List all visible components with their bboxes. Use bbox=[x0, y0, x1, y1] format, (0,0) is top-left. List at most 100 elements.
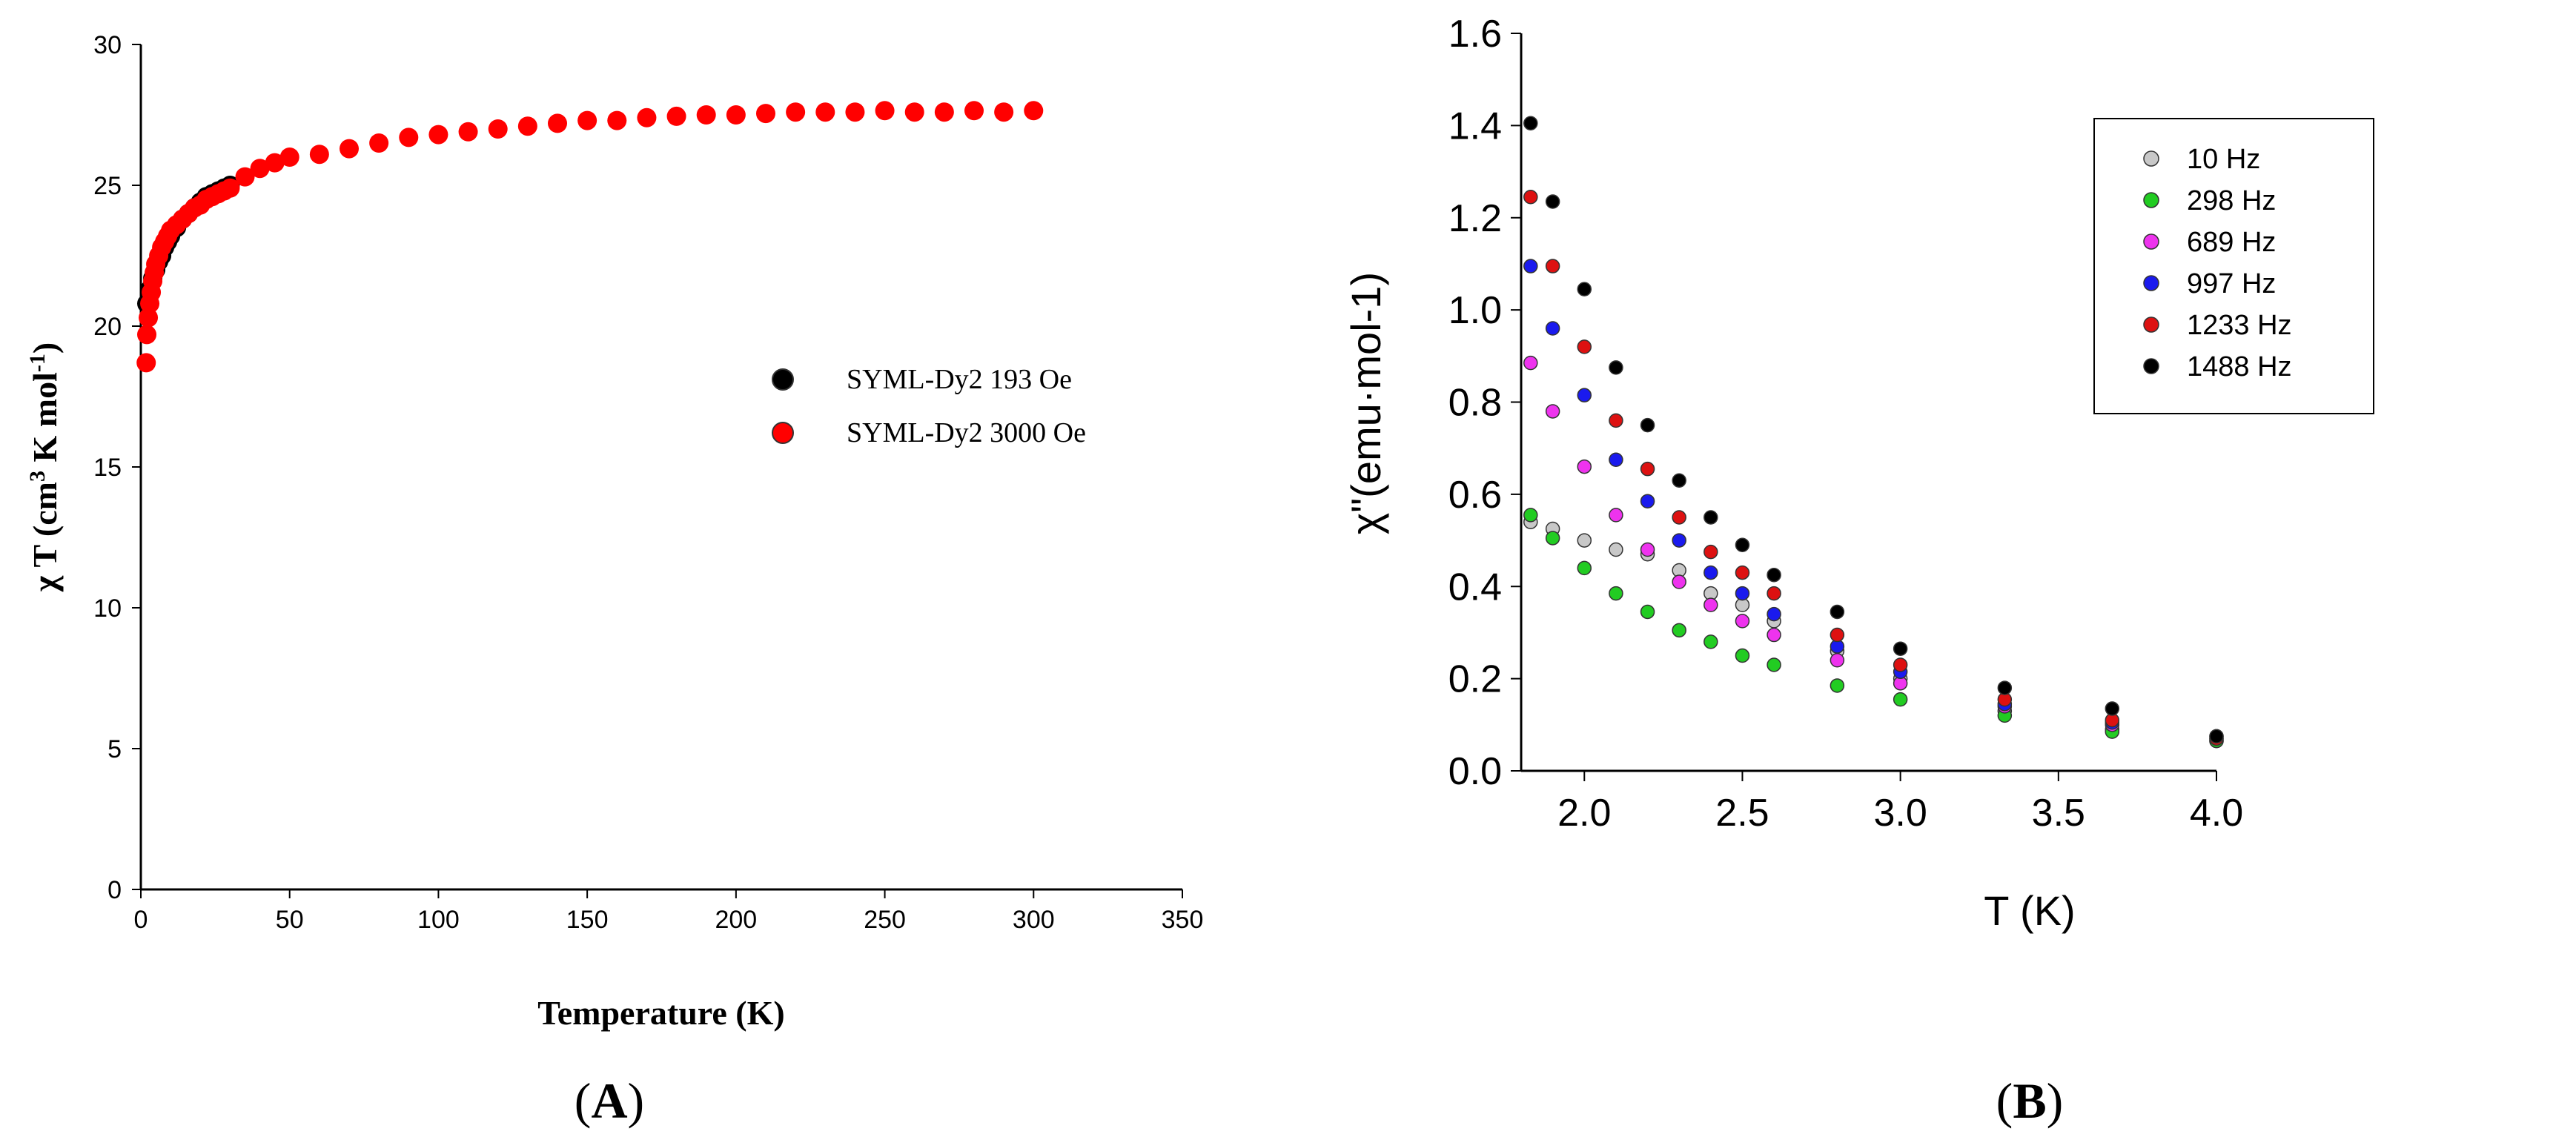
panel-a-x-tick-label: 100 bbox=[417, 906, 460, 934]
panel-b-y-tick-label: 0.6 bbox=[1448, 474, 1502, 517]
panel-b-point-1488-hz bbox=[2105, 701, 2120, 716]
panel-b-point-298-hz bbox=[1609, 586, 1623, 601]
panel-b-point-689-hz bbox=[1577, 459, 1592, 474]
panel-b-x-tick-label: 3.5 bbox=[2032, 792, 2085, 835]
panel-b-point-997-hz bbox=[1523, 259, 1538, 274]
panel-b-point-1488-hz bbox=[2209, 729, 2224, 744]
panel-a-y-tick-label: 15 bbox=[93, 454, 122, 482]
panel-a-point-3000-oe bbox=[340, 139, 359, 159]
panel-b-point-689-hz bbox=[1672, 574, 1686, 589]
panel-b-legend-box bbox=[2093, 118, 2374, 414]
panel-b-point-298-hz bbox=[1545, 531, 1560, 546]
panel-a-x-tick-label: 200 bbox=[715, 906, 757, 934]
panel-b-point-298-hz bbox=[1672, 623, 1686, 638]
panel-b-legend-marker-689-hz bbox=[2143, 233, 2159, 250]
panel-a-legend-label-193: SYML-Dy2 193 Oe bbox=[847, 364, 1072, 395]
panel-a-point-3000-oe bbox=[904, 102, 924, 122]
panel-b-point-1233-hz bbox=[1735, 565, 1750, 580]
panel-a-x-axis-title: Temperature (K) bbox=[537, 994, 784, 1032]
panel-b-legend-label-689-hz: 689 Hz bbox=[2187, 227, 2276, 258]
panel-a-point-3000-oe bbox=[517, 116, 537, 136]
panel-b-point-298-hz bbox=[1767, 657, 1781, 672]
panel-b-legend-marker-1488-hz bbox=[2143, 358, 2159, 374]
panel-b-point-689-hz bbox=[1703, 597, 1718, 612]
panel-b-point-1233-hz bbox=[1830, 627, 1845, 643]
panel-b-data-points bbox=[1523, 116, 2224, 749]
panel-b-chart: 2.0 2.5 3.0 3.5 4.0 0.0 0.2 0.4 0.6 0.8 1.0 1.2 1.4… bbox=[1342, 13, 2374, 1129]
panel-a-legend-label-3000: SYML-Dy2 3000 Oe bbox=[847, 417, 1086, 448]
panel-b-point-997-hz bbox=[1767, 606, 1781, 622]
panel-a-y-tick-label: 10 bbox=[93, 594, 122, 623]
panel-a-point-3000-oe bbox=[756, 104, 775, 124]
panel-b-legend-marker-10-hz bbox=[2143, 150, 2159, 167]
panel-a-legend: SYML-Dy2 193 Oe SYML-Dy2 3000 Oe bbox=[772, 364, 1086, 448]
panel-a-y-tick-label: 20 bbox=[93, 313, 122, 341]
panel-b-y-ticks: 0.0 0.2 0.4 0.6 0.8 1.0 1.2 1.4 1.6 bbox=[1448, 13, 1521, 793]
panel-a-point-3000-oe bbox=[309, 145, 329, 165]
panel-b-point-1233-hz bbox=[1767, 586, 1781, 601]
panel-b-point-997-hz bbox=[1545, 321, 1560, 336]
panel-b-y-tick-label: 1.0 bbox=[1448, 289, 1502, 332]
panel-a-point-3000-oe bbox=[458, 122, 478, 142]
panel-a-x-tick-label: 0 bbox=[134, 906, 148, 934]
panel-a-x-tick-label: 150 bbox=[566, 906, 609, 934]
panel-a-point-3000-oe bbox=[607, 110, 627, 130]
panel-b-point-1488-hz bbox=[1577, 282, 1592, 296]
panel-a-y-tick-label: 5 bbox=[107, 735, 122, 763]
panel-b-point-10-hz bbox=[1609, 542, 1623, 557]
panel-b-y-axis-title: χ"(emu·mol-1) bbox=[1342, 272, 1389, 534]
panel-b-point-298-hz bbox=[1640, 604, 1655, 620]
panel-b-point-689-hz bbox=[1640, 542, 1655, 557]
panel-b-y-tick-label: 1.4 bbox=[1448, 105, 1502, 147]
panel-a-legend-marker-3000 bbox=[772, 422, 794, 444]
panel-a-point-3000-oe bbox=[369, 133, 389, 153]
panel-b-point-689-hz bbox=[1830, 653, 1845, 668]
panel-b-point-10-hz bbox=[1577, 533, 1592, 548]
panel-a-point-3000-oe bbox=[428, 125, 448, 145]
panel-b-point-1233-hz bbox=[1640, 461, 1655, 477]
panel-b-y-tick-label: 0.8 bbox=[1448, 382, 1502, 425]
panel-a-point-3000-oe bbox=[786, 102, 806, 122]
panel-b-point-997-hz bbox=[1577, 388, 1592, 402]
panel-b-point-997-hz bbox=[1735, 586, 1750, 601]
panel-a-data-points bbox=[136, 101, 1044, 373]
panel-b-legend-label-1488-hz: 1488 Hz bbox=[2187, 351, 2292, 382]
panel-a-x-tick-label: 350 bbox=[1162, 906, 1204, 934]
panel-b-legend: 10 Hz 298 Hz 689 Hz 997 Hz 1233 Hz 1488 Hz bbox=[2093, 118, 2374, 414]
panel-a-x-tick-label: 300 bbox=[1013, 906, 1055, 934]
panel-a-point-3000-oe bbox=[136, 353, 156, 373]
panel-b-legend-label-997-hz: 997 Hz bbox=[2187, 268, 2276, 299]
panel-b-caption: (B) bbox=[1996, 1073, 2064, 1129]
panel-a-y-ticks: 0 5 10 15 20 25 30 bbox=[93, 31, 141, 904]
panel-b-point-1488-hz bbox=[1735, 537, 1750, 553]
panel-a-point-3000-oe bbox=[726, 105, 746, 125]
panel-b-point-1488-hz bbox=[1830, 604, 1845, 620]
panel-a-y-axis-title: χ T (cm3 K mol-1) bbox=[25, 342, 64, 592]
panel-b-point-689-hz bbox=[1545, 404, 1560, 419]
panel-b-point-1488-hz bbox=[1672, 473, 1686, 488]
panel-a-point-3000-oe bbox=[220, 178, 240, 198]
panel-a-point-3000-oe bbox=[399, 127, 419, 147]
panel-a-point-3000-oe bbox=[875, 101, 895, 121]
panel-b-point-1233-hz bbox=[1609, 413, 1623, 428]
panel-b-point-298-hz bbox=[1703, 634, 1718, 649]
panel-a-point-3000-oe bbox=[666, 106, 686, 126]
panel-b-point-689-hz bbox=[1523, 355, 1538, 371]
panel-b-x-tick-label: 3.0 bbox=[1873, 792, 1927, 835]
panel-b-point-1233-hz bbox=[1545, 259, 1560, 274]
panel-b-x-axis-title: T (K) bbox=[1984, 887, 2075, 934]
panel-a-point-3000-oe bbox=[235, 167, 255, 187]
panel-b-point-1488-hz bbox=[1609, 360, 1623, 375]
panel-a-point-3000-oe bbox=[934, 102, 954, 122]
panel-b-x-tick-label: 2.0 bbox=[1557, 792, 1611, 835]
panel-a-point-3000-oe bbox=[488, 119, 508, 139]
panel-a-point-3000-oe bbox=[637, 107, 657, 127]
panel-b-legend-label-1233-hz: 1233 Hz bbox=[2187, 310, 2292, 341]
panel-b-x-tick-label: 2.5 bbox=[1715, 792, 1769, 835]
panel-b-point-1488-hz bbox=[1703, 510, 1718, 525]
panel-b-y-tick-label: 0.0 bbox=[1448, 750, 1502, 793]
panel-a-y-tick-label: 0 bbox=[107, 876, 122, 904]
panel-b-point-997-hz bbox=[1640, 494, 1655, 508]
panel-b-point-997-hz bbox=[1609, 452, 1623, 467]
